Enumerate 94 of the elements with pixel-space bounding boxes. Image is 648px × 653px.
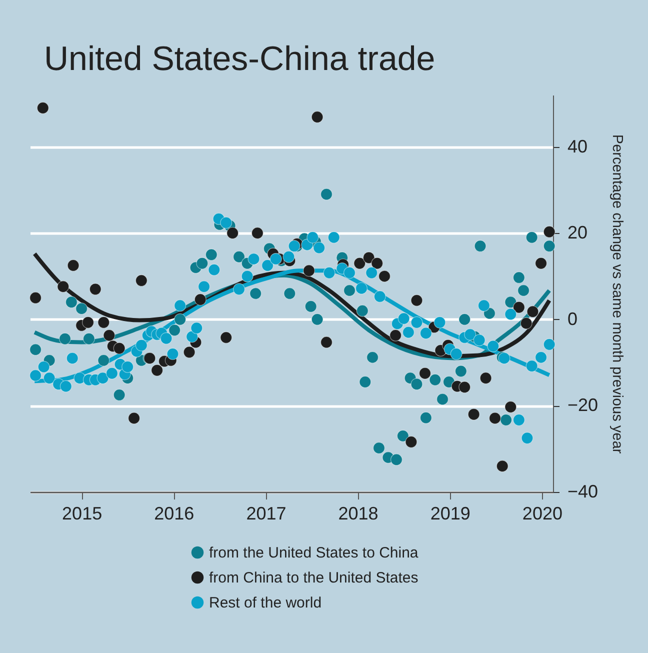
- point: [205, 248, 218, 261]
- point: [250, 288, 262, 300]
- x-tick-label: 2019: [430, 504, 470, 524]
- point: [320, 188, 332, 200]
- point: [151, 364, 164, 376]
- point: [458, 381, 471, 394]
- point: [420, 412, 432, 424]
- point: [436, 393, 449, 406]
- point: [174, 313, 186, 326]
- point: [113, 342, 126, 354]
- point: [419, 367, 432, 380]
- point: [488, 412, 501, 424]
- y-tick-label: 20: [568, 222, 588, 243]
- point: [354, 257, 366, 270]
- point: [67, 259, 80, 272]
- point: [76, 302, 88, 315]
- point: [30, 292, 42, 304]
- point: [356, 304, 368, 317]
- chart-title: United States-China trade: [44, 40, 436, 78]
- point: [320, 336, 332, 348]
- y-tick-label: −40: [568, 482, 598, 502]
- point: [65, 296, 78, 308]
- point: [168, 324, 181, 336]
- legend-label: from China to the United States: [209, 570, 418, 586]
- point: [378, 270, 390, 282]
- point: [390, 454, 402, 466]
- point: [220, 332, 232, 344]
- point: [526, 306, 539, 318]
- point: [344, 284, 356, 296]
- point: [304, 300, 317, 312]
- point: [128, 412, 140, 424]
- point: [98, 316, 110, 328]
- point: [226, 227, 239, 240]
- point: [82, 332, 95, 345]
- point: [518, 284, 530, 296]
- point: [543, 226, 556, 238]
- point: [372, 442, 385, 454]
- y-axis-title: Percentage change vs same month previous year: [609, 134, 626, 454]
- point: [302, 264, 315, 277]
- point: [504, 401, 517, 413]
- point: [366, 351, 379, 364]
- y-tick-label: 0: [568, 308, 578, 329]
- point: [429, 374, 442, 386]
- point: [196, 257, 208, 270]
- y-tick-label: 40: [568, 136, 588, 156]
- point: [362, 252, 375, 264]
- point: [371, 257, 384, 270]
- point: [496, 460, 508, 472]
- point: [480, 372, 492, 384]
- point: [98, 354, 110, 366]
- point: [36, 102, 49, 114]
- point: [520, 317, 532, 330]
- point: [311, 313, 324, 326]
- point: [405, 436, 418, 448]
- point: [410, 378, 423, 390]
- x-tick-label: 2016: [154, 504, 194, 524]
- point: [535, 257, 548, 270]
- x-tick-label: 2017: [246, 504, 286, 524]
- point: [458, 313, 471, 326]
- point: [82, 316, 94, 328]
- point: [526, 231, 538, 244]
- point: [233, 250, 246, 263]
- line-series: [32, 252, 552, 358]
- point: [410, 294, 423, 306]
- point: [251, 227, 264, 240]
- point: [512, 301, 525, 314]
- point: [454, 365, 467, 378]
- point: [442, 376, 455, 388]
- point: [89, 283, 102, 296]
- y-tick-label: −20: [568, 395, 598, 416]
- point: [474, 240, 486, 252]
- point: [194, 294, 206, 306]
- x-tick-label: 2018: [338, 504, 378, 524]
- point: [57, 280, 70, 293]
- x-tick-label: 2015: [62, 504, 102, 524]
- point: [359, 376, 372, 388]
- point: [396, 430, 409, 442]
- point: [58, 332, 71, 345]
- point: [512, 272, 525, 284]
- point: [311, 111, 324, 123]
- point: [543, 240, 556, 252]
- point: [468, 408, 480, 420]
- point: [390, 329, 402, 342]
- legend-label: Rest of the world: [209, 594, 322, 612]
- point: [113, 388, 126, 401]
- legend-label: from the United States to China: [209, 544, 419, 562]
- point: [284, 288, 296, 300]
- point: [504, 296, 517, 308]
- point: [500, 414, 512, 426]
- x-tick-label: 2020: [522, 504, 562, 524]
- point: [30, 344, 42, 356]
- point: [103, 329, 116, 342]
- point: [135, 274, 148, 287]
- point: [183, 346, 196, 358]
